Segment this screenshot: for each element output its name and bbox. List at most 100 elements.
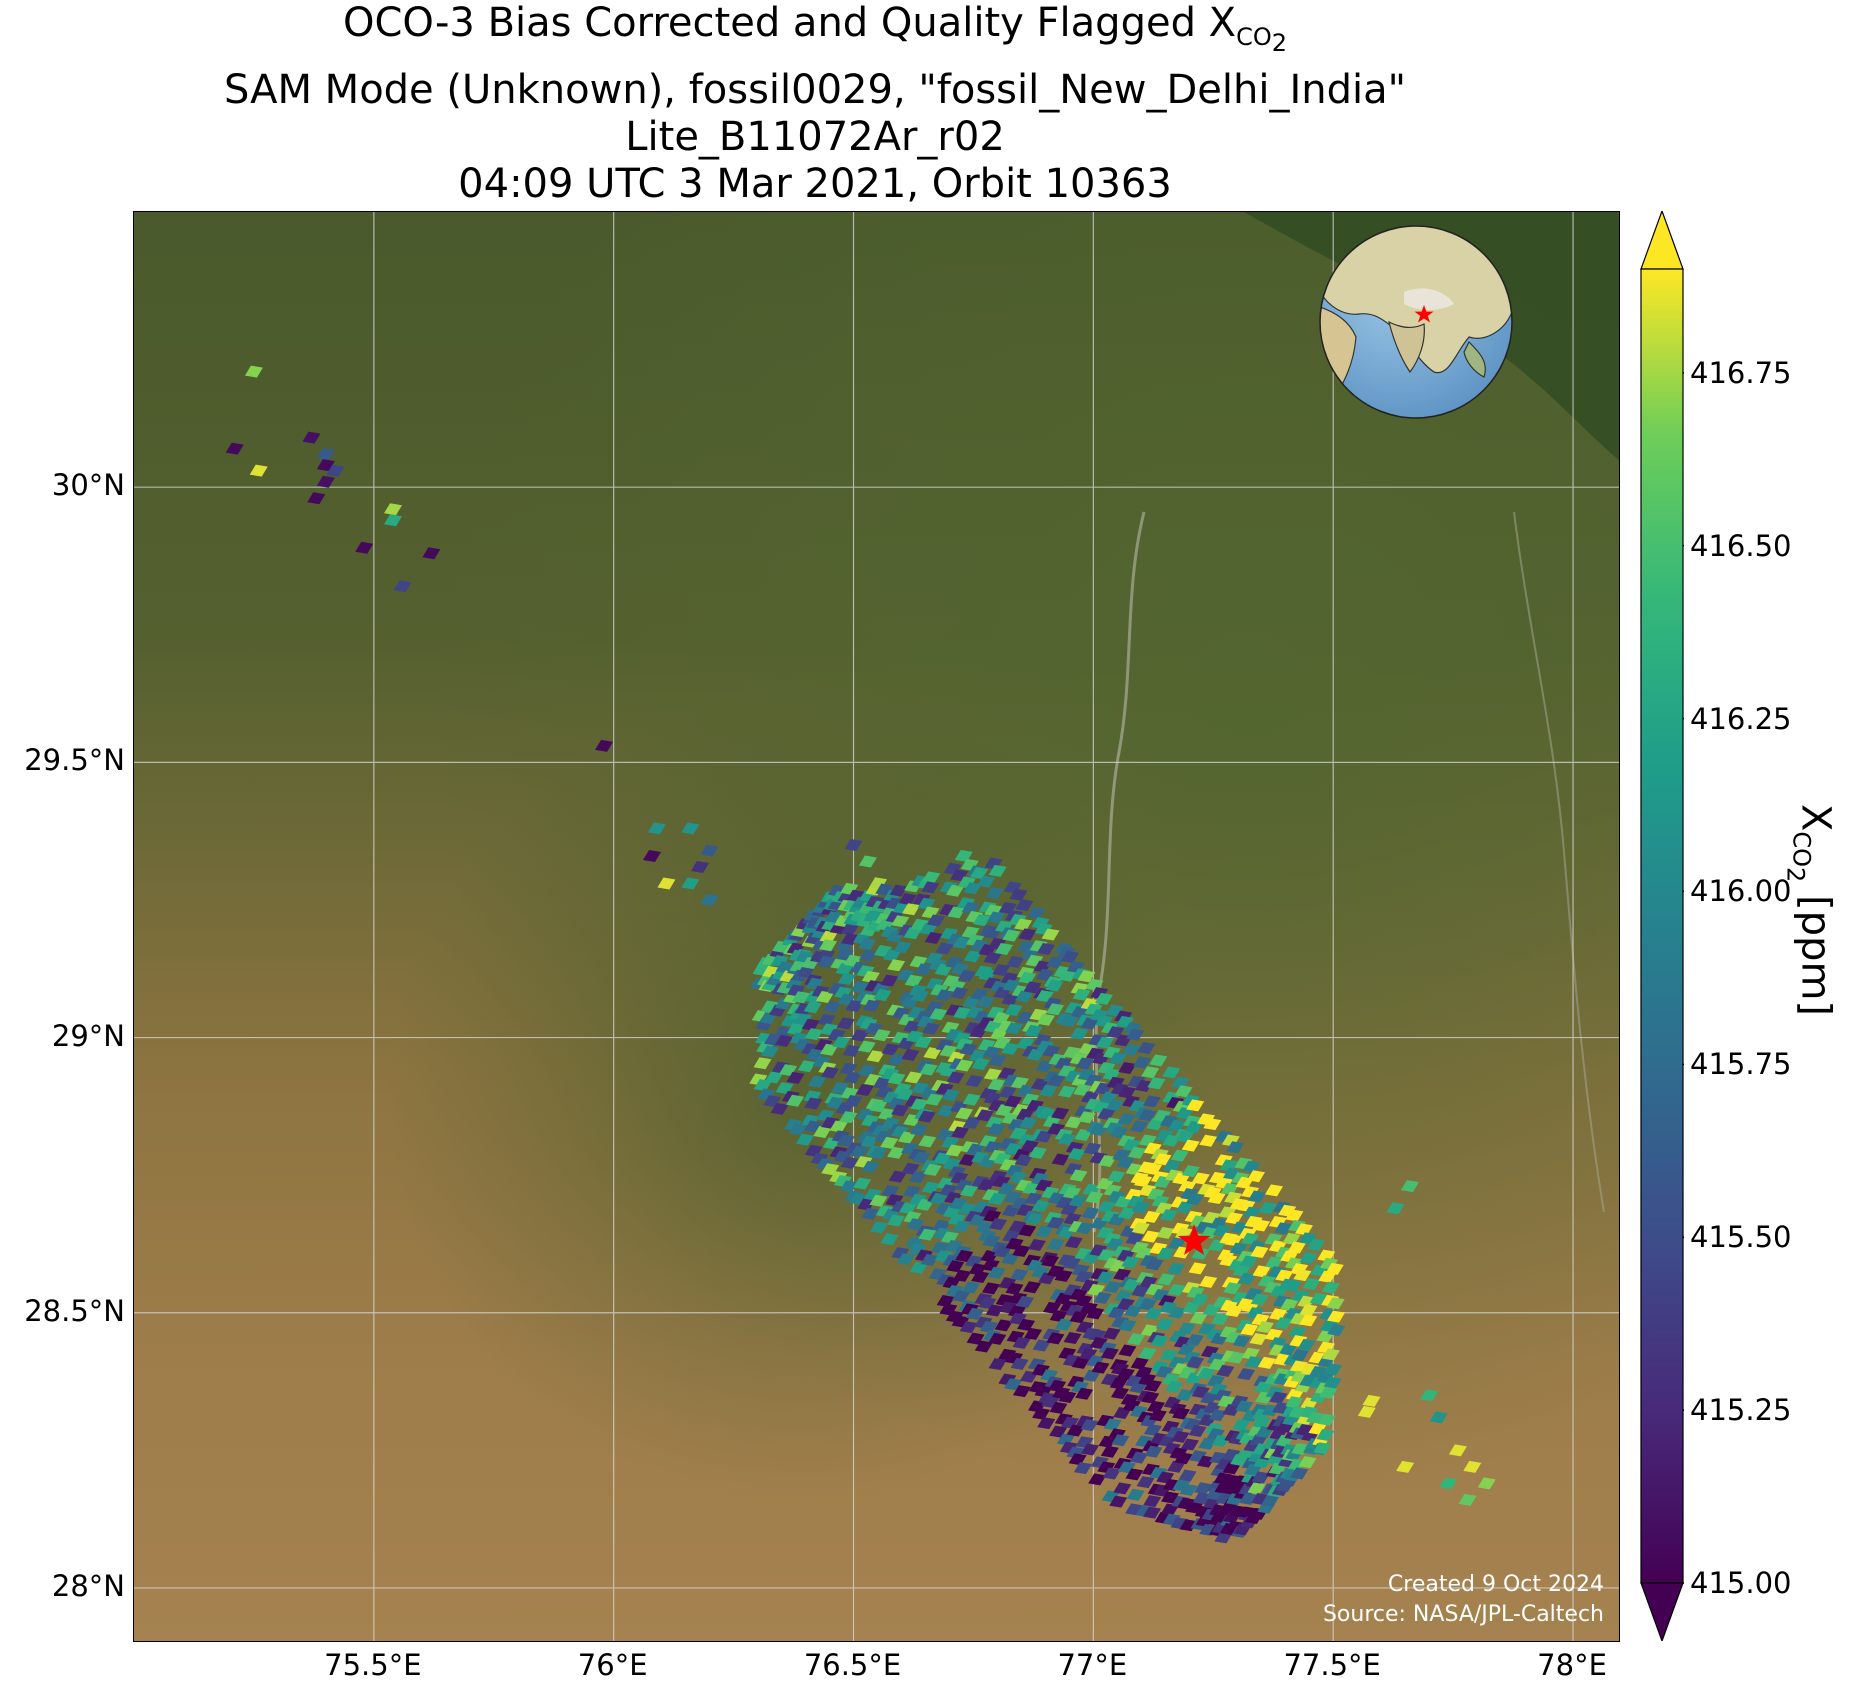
colorbar-tick-label-0: 416.75 <box>1690 355 1792 390</box>
sounding-swath-43-15 <box>1089 1123 1108 1136</box>
sounding-swath-78-4 <box>1167 1460 1186 1473</box>
sounding-swath-77-2 <box>1136 1476 1155 1489</box>
sounding-swath-49-8 <box>1046 1238 1065 1251</box>
sounding-swath-58-5 <box>1063 1332 1082 1345</box>
sounding-swath-49-4 <box>1005 1282 1024 1295</box>
sounding-swath-12-2 <box>786 1071 805 1084</box>
sounding-sparse-16 <box>681 822 700 835</box>
colorbar-tick-label-1: 416.50 <box>1690 528 1792 563</box>
sounding-swath-52-18 <box>1170 1149 1189 1162</box>
sounding-swath-80-10 <box>1232 1418 1251 1431</box>
sounding-swath-46-5 <box>1001 1252 1020 1265</box>
sounding-swath-89-21 <box>1313 1442 1332 1455</box>
sounding-swath-27-9 <box>941 1089 960 1102</box>
sounding-swath-45-2 <box>962 1281 981 1294</box>
sounding-swath-27-5 <box>897 1131 916 1144</box>
title-line-2: SAM Mode (Unknown), fossil0029, "fossil_… <box>223 66 1407 113</box>
sounding-swath-70-0 <box>1073 1462 1092 1475</box>
sounding-swath-54-8 <box>1074 1270 1093 1283</box>
sounding-swath-41-20 <box>1133 1056 1152 1069</box>
sounding-swath-57-17 <box>1185 1193 1204 1206</box>
sounding-swath-52-19 <box>1181 1139 1200 1152</box>
sounding-swath-14-3 <box>808 1075 827 1088</box>
sounding-swath-51-20 <box>1185 1120 1204 1133</box>
sounding-swath-35-11 <box>1007 1119 1026 1132</box>
sounding-swath-17-16 <box>963 950 982 963</box>
sounding-swath-24-3 <box>860 1135 879 1148</box>
sounding-sparse-28 <box>1362 1394 1381 1407</box>
sounding-swath-71-8 <box>1165 1380 1184 1393</box>
sounding-swath-56-9 <box>1096 1271 1115 1284</box>
sounding-swath-67-5 <box>1110 1387 1129 1400</box>
sounding-swath-69-1 <box>1081 1443 1100 1456</box>
sounding-swath-63-14 <box>1188 1262 1207 1275</box>
sounding-swath-40-14 <box>1064 1116 1083 1129</box>
sounding-swath-12-17 <box>947 906 966 919</box>
sounding-swath-74-10 <box>1206 1375 1225 1388</box>
sounding-swath-18-0 <box>795 1133 814 1146</box>
sounding-swath-80-17 <box>1289 1360 1308 1373</box>
sounding-swath-13-6 <box>832 1036 851 1049</box>
sounding-swath-39-11 <box>1028 1146 1047 1159</box>
sounding-swath-77-7 <box>1188 1424 1207 1437</box>
sounding-swath-41-15 <box>1077 1111 1096 1124</box>
sounding-swath-66-13 <box>1191 1293 1210 1306</box>
sounding-swath-11-16 <box>927 914 946 927</box>
sounding-swath-79-17 <box>1290 1349 1309 1362</box>
sounding-swath-18-10 <box>903 1020 922 1033</box>
sounding-swath-52-21 <box>1203 1118 1222 1131</box>
sounding-swath-4-11 <box>819 939 838 952</box>
sounding-swath-61-9 <box>1124 1304 1143 1317</box>
sounding-swath-51-15 <box>1134 1175 1153 1188</box>
sounding-swath-42-14 <box>1074 1128 1093 1141</box>
sounding-swath-46-14 <box>1098 1154 1117 1167</box>
sounding-swath-69-18 <box>1265 1256 1284 1269</box>
sounding-swath-21-7 <box>887 1072 906 1085</box>
sounding-swath-13-10 <box>873 988 892 1001</box>
sounding-swath-6-5 <box>791 991 810 1004</box>
sounding-swath-42-3 <box>955 1250 974 1263</box>
sounding-swath-45-7 <box>1018 1224 1037 1237</box>
sounding-swath-63-10 <box>1144 1307 1163 1320</box>
sounding-swath-14-1 <box>786 1094 805 1107</box>
sounding-swath-74-11 <box>1216 1364 1235 1377</box>
sounding-swath-20-10 <box>914 1036 933 1049</box>
sounding-swath-49-11 <box>1081 1207 1100 1220</box>
sounding-sparse-33 <box>1463 1460 1482 1473</box>
sounding-swath-57-20 <box>1219 1159 1238 1172</box>
sounding-swath-49-15 <box>1125 1163 1144 1176</box>
sounding-swath-7-2 <box>773 1026 792 1039</box>
sounding-sparse-4 <box>316 448 335 461</box>
sounding-swath-61-13 <box>1166 1262 1185 1275</box>
sounding-sparse-25 <box>1386 1202 1405 1215</box>
sounding-swath-81-14 <box>1269 1391 1288 1404</box>
sounding-swath-73-10 <box>1197 1367 1216 1380</box>
sounding-swath-68-9 <box>1159 1349 1178 1362</box>
sounding-swath-76-18 <box>1299 1304 1318 1317</box>
sounding-swath-81-3 <box>1179 1483 1198 1496</box>
sounding-swath-11-15 <box>919 923 938 936</box>
sounding-swath-65-19 <box>1252 1219 1271 1232</box>
sounding-swath-35-15 <box>1047 1074 1066 1087</box>
sounding-swath-75-21 <box>1325 1262 1344 1275</box>
sounding-swath-33-4 <box>921 1181 940 1194</box>
sounding-swath-21-17 <box>992 963 1011 976</box>
map-panel[interactable]: Created 9 Oct 2024 Source: NASA/JPL-Calt… <box>133 211 1620 1642</box>
sounding-swath-67-17 <box>1239 1255 1258 1268</box>
sounding-swath-16-7 <box>857 1040 876 1053</box>
sounding-swath-26-0 <box>839 1180 858 1193</box>
sounding-swath-8-20 <box>954 849 973 862</box>
sounding-swath-56-18 <box>1191 1172 1210 1185</box>
sounding-swath-32-6 <box>933 1152 952 1165</box>
colorbar-extend-max <box>1640 211 1684 270</box>
sounding-swath-25-12 <box>959 1043 978 1056</box>
y-tick-label-1: 29.5°N <box>24 743 125 778</box>
sounding-swath-21-14 <box>962 996 981 1009</box>
inset-globe <box>1319 225 1513 419</box>
y-tick-label-3: 28.5°N <box>24 1293 125 1328</box>
sounding-swath-76-6 <box>1171 1430 1190 1443</box>
sounding-swath-89-8 <box>1260 1495 1279 1508</box>
sounding-swath-10-6 <box>817 1013 836 1026</box>
sounding-swath-53-20 <box>1199 1134 1218 1147</box>
sounding-swath-34-0 <box>880 1233 899 1246</box>
